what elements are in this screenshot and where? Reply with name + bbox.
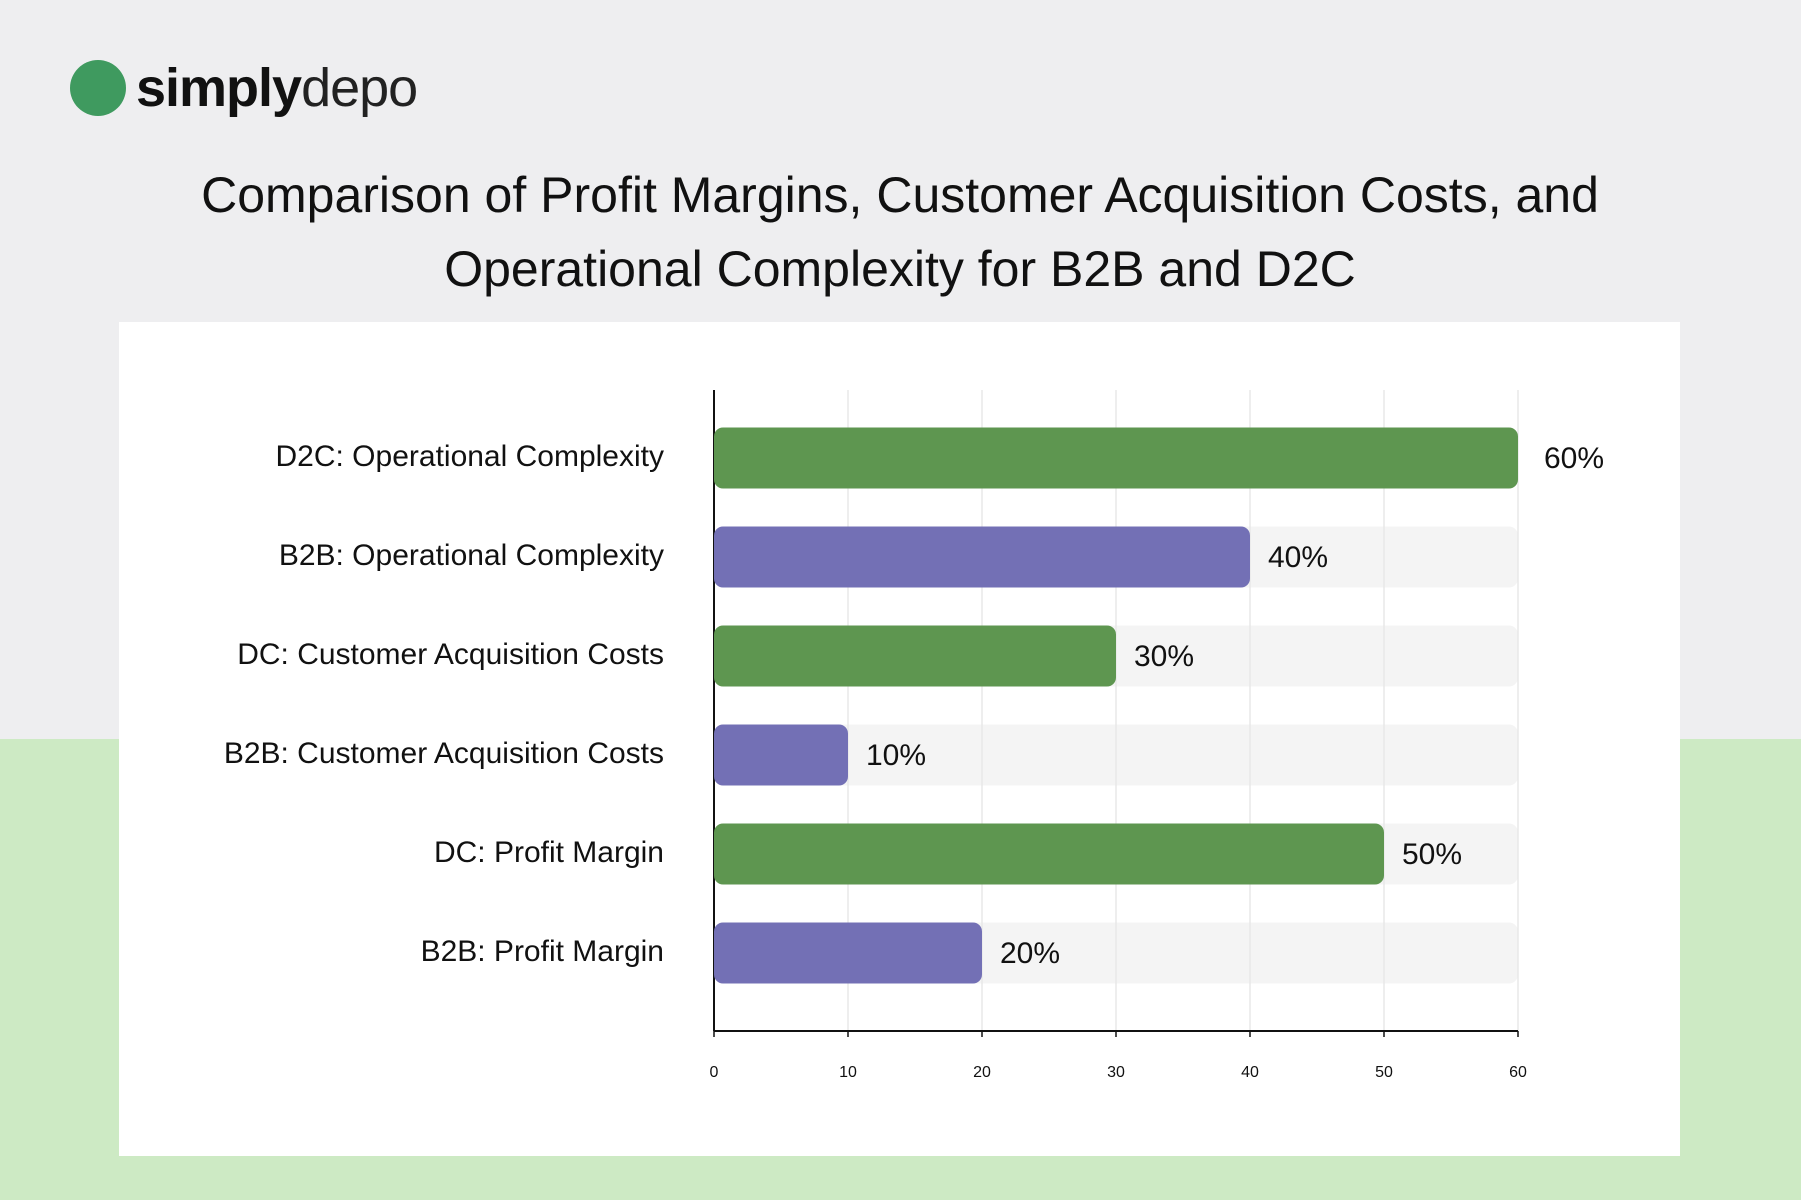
value-label: 50% [1402, 838, 1462, 871]
x-tick-label: 50 [1375, 1064, 1393, 1081]
y-tick-label: B2B: Profit Margin [421, 935, 664, 968]
bar [714, 625, 1116, 687]
value-label: 40% [1268, 541, 1328, 574]
bar [714, 724, 848, 786]
x-tick-label: 40 [1241, 1064, 1259, 1081]
y-tick-label: DC: Profit Margin [434, 836, 664, 869]
bar [714, 526, 1250, 588]
y-tick-label: B2B: Customer Acquisition Costs [224, 737, 664, 770]
x-tick-label: 10 [839, 1064, 857, 1081]
value-label: 20% [1000, 937, 1060, 970]
value-label: 10% [866, 739, 926, 772]
value-label: 30% [1134, 640, 1194, 673]
y-tick-label: DC: Customer Acquisition Costs [237, 638, 664, 671]
y-tick-label: B2B: Operational Complexity [279, 539, 664, 572]
logo-mark [70, 60, 126, 116]
bar [714, 922, 982, 984]
logo-text: depo [301, 58, 418, 118]
chart-title: Comparison of Profit Margins, Customer A… [201, 167, 1599, 297]
logo-text: simply [136, 58, 302, 118]
y-tick-label: D2C: Operational Complexity [276, 440, 665, 473]
x-tick-label: 30 [1107, 1064, 1125, 1081]
x-tick-label: 20 [973, 1064, 991, 1081]
x-tick-label: 60 [1509, 1064, 1527, 1081]
bar [714, 823, 1384, 885]
value-label: 60% [1544, 442, 1604, 475]
x-tick-label: 0 [710, 1064, 719, 1081]
bar [714, 427, 1518, 489]
logo: simply depo [70, 56, 418, 120]
